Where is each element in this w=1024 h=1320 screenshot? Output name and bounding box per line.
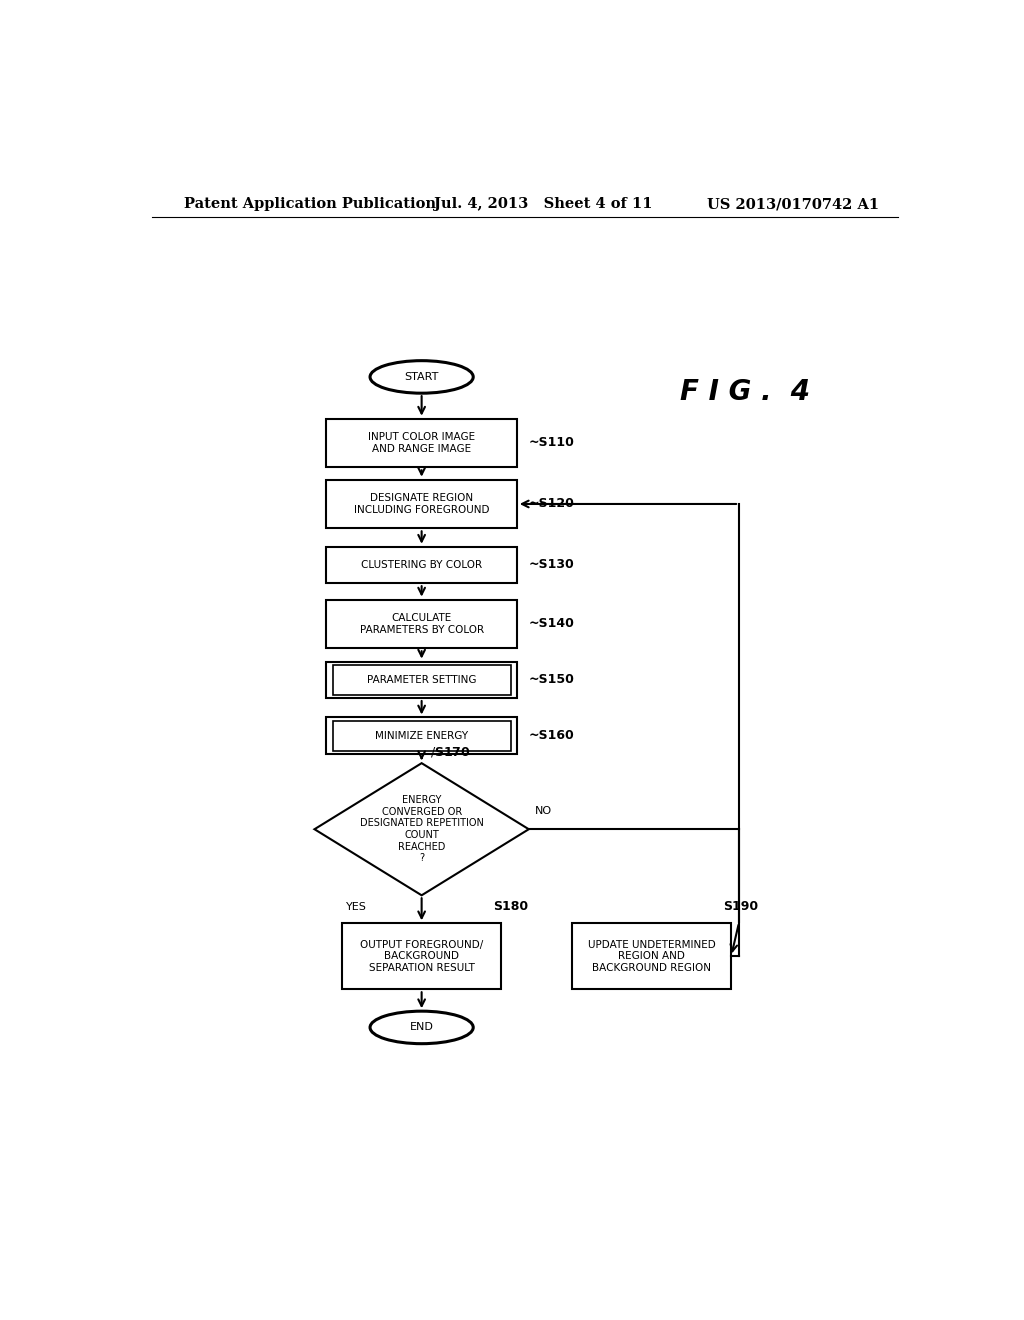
Text: ENERGY
CONVERGED OR
DESIGNATED REPETITION
COUNT
REACHED
?: ENERGY CONVERGED OR DESIGNATED REPETITIO…	[359, 795, 483, 863]
Text: S190: S190	[723, 900, 759, 913]
Text: S180: S180	[494, 900, 528, 913]
Text: ~S120: ~S120	[528, 498, 574, 511]
Text: ~S110: ~S110	[528, 437, 574, 450]
Text: Patent Application Publication: Patent Application Publication	[183, 197, 435, 211]
Text: PARAMETER SETTING: PARAMETER SETTING	[367, 675, 476, 685]
Text: CLUSTERING BY COLOR: CLUSTERING BY COLOR	[361, 560, 482, 570]
Text: DESIGNATE REGION
INCLUDING FOREGROUND: DESIGNATE REGION INCLUDING FOREGROUND	[354, 494, 489, 515]
Text: OUTPUT FOREGROUND/
BACKGROUND
SEPARATION RESULT: OUTPUT FOREGROUND/ BACKGROUND SEPARATION…	[360, 940, 483, 973]
Text: ~S160: ~S160	[528, 729, 574, 742]
Text: END: END	[410, 1023, 433, 1032]
Text: NO: NO	[536, 807, 552, 816]
Text: F I G .  4: F I G . 4	[680, 378, 810, 407]
Text: $\mathsf{/}$S170: $\mathsf{/}$S170	[430, 744, 470, 759]
Text: YES: YES	[346, 902, 368, 912]
Text: CALCULATE
PARAMETERS BY COLOR: CALCULATE PARAMETERS BY COLOR	[359, 612, 483, 635]
Text: MINIMIZE ENERGY: MINIMIZE ENERGY	[375, 731, 468, 741]
Text: US 2013/0170742 A1: US 2013/0170742 A1	[708, 197, 880, 211]
Text: ~S150: ~S150	[528, 673, 574, 686]
Text: Jul. 4, 2013   Sheet 4 of 11: Jul. 4, 2013 Sheet 4 of 11	[433, 197, 652, 211]
Text: INPUT COLOR IMAGE
AND RANGE IMAGE: INPUT COLOR IMAGE AND RANGE IMAGE	[368, 432, 475, 454]
Text: UPDATE UNDETERMINED
REGION AND
BACKGROUND REGION: UPDATE UNDETERMINED REGION AND BACKGROUN…	[588, 940, 716, 973]
Text: START: START	[404, 372, 439, 381]
Text: ~S130: ~S130	[528, 558, 574, 572]
Text: ~S140: ~S140	[528, 618, 574, 631]
